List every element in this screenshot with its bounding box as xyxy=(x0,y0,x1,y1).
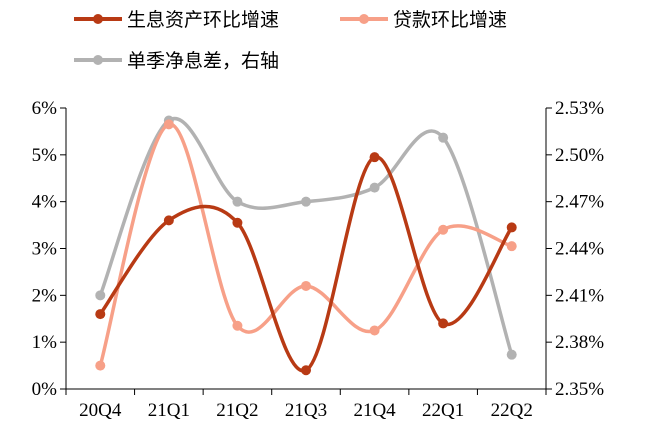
series-loan-growth xyxy=(95,119,517,371)
data-point-asset-growth xyxy=(506,222,517,233)
data-point-asset-growth xyxy=(95,309,106,320)
data-point-nim xyxy=(506,349,517,360)
right-axis-ticks: 2.35% 2.38% 2.41% 2.44% 2.47% 2.50% 2.53% xyxy=(546,98,604,400)
data-point-loan-growth xyxy=(163,119,174,130)
legend-marker-loan-growth xyxy=(359,14,369,24)
series-line-nim xyxy=(98,116,514,356)
plot-area xyxy=(95,115,517,376)
data-point-loan-growth xyxy=(369,325,380,336)
data-point-loan-growth xyxy=(95,360,106,371)
right-tick-label: 2.47% xyxy=(555,192,604,213)
data-point-asset-growth xyxy=(301,365,311,376)
x-axis-ticks: 20Q4 21Q1 21Q2 21Q3 21Q4 22Q1 22Q2 xyxy=(65,389,547,421)
data-point-nim xyxy=(232,196,243,207)
series-asset-growth xyxy=(95,152,517,376)
left-tick-label: 6% xyxy=(32,98,58,119)
data-point-loan-growth xyxy=(301,280,311,291)
legend-label-nim: 单季净息差，右轴 xyxy=(127,50,279,72)
series-line-asset-growth xyxy=(98,155,514,373)
left-tick-label: 4% xyxy=(32,192,58,213)
x-tick-label: 22Q2 xyxy=(491,400,533,421)
data-point-asset-growth xyxy=(163,215,174,226)
data-point-asset-growth xyxy=(438,318,449,329)
legend-marker-nim xyxy=(93,55,103,65)
x-tick-label: 21Q4 xyxy=(353,400,396,421)
legend-marker-asset-growth xyxy=(93,14,103,24)
legend-item-asset-growth: 生息资产环比增速 xyxy=(74,9,279,31)
data-point-asset-growth xyxy=(232,217,243,228)
data-point-nim xyxy=(95,290,106,301)
left-tick-label: 0% xyxy=(32,379,58,400)
left-tick-label: 2% xyxy=(32,285,58,306)
series-line-loan-growth xyxy=(98,122,513,367)
x-tick-label: 21Q3 xyxy=(285,400,327,421)
legend-item-loan-growth: 贷款环比增速 xyxy=(340,9,507,31)
left-tick-label: 3% xyxy=(32,239,58,260)
data-point-nim xyxy=(301,196,311,207)
x-tick-label: 21Q2 xyxy=(216,400,258,421)
x-tick-label: 20Q4 xyxy=(79,400,122,421)
right-tick-label: 2.44% xyxy=(555,239,604,260)
data-point-nim xyxy=(438,132,449,143)
legend: 生息资产环比增速 贷款环比增速 单季净息差，右轴 xyxy=(74,9,507,72)
data-point-loan-growth xyxy=(438,224,449,235)
axes: 0% 1% 2% 3% 4% 5% 6% 2.35% 2.38% 2.41% 2.44% 2.47%… xyxy=(32,98,605,421)
data-point-asset-growth xyxy=(369,152,380,163)
legend-label-asset-growth: 生息资产环比增速 xyxy=(127,9,279,31)
right-tick-label: 2.35% xyxy=(555,379,604,400)
right-tick-label: 2.38% xyxy=(555,332,604,353)
data-point-nim xyxy=(369,182,380,193)
legend-item-nim: 单季净息差，右轴 xyxy=(74,50,279,72)
legend-label-loan-growth: 贷款环比增速 xyxy=(393,9,507,31)
left-tick-label: 5% xyxy=(32,145,58,166)
right-tick-label: 2.53% xyxy=(555,98,604,119)
right-tick-label: 2.50% xyxy=(555,145,604,166)
x-tick-label: 21Q1 xyxy=(148,400,190,421)
data-point-loan-growth xyxy=(506,241,517,252)
data-point-loan-growth xyxy=(232,320,243,331)
right-tick-label: 2.41% xyxy=(555,285,604,306)
left-axis-ticks: 0% 1% 2% 3% 4% 5% 6% xyxy=(32,98,66,400)
series-nim xyxy=(95,115,517,360)
x-tick-label: 22Q1 xyxy=(422,400,464,421)
left-tick-label: 1% xyxy=(32,332,58,353)
